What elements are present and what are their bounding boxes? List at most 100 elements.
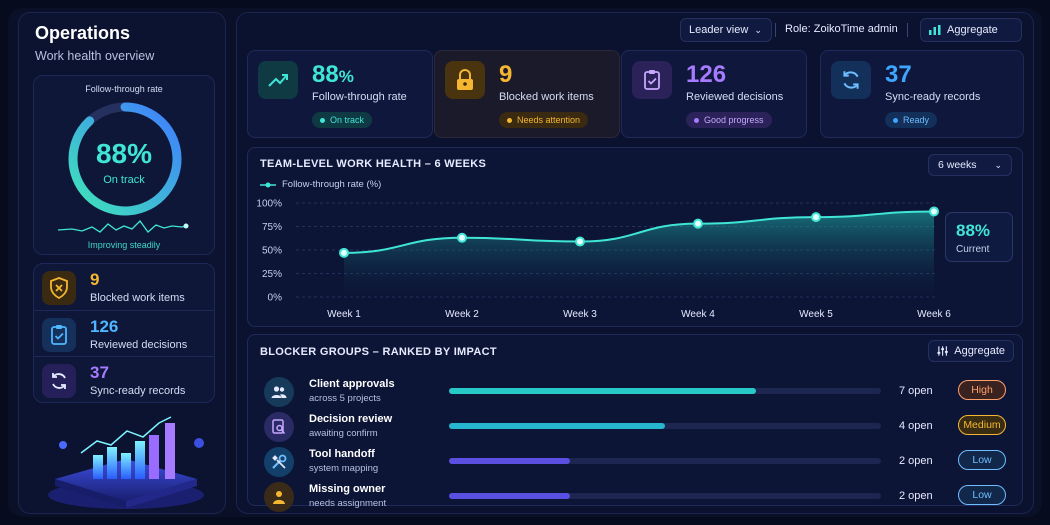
kpi-label: Blocked work items (499, 91, 594, 103)
current-value: 88% (956, 221, 991, 240)
mini-stat-blocked[interactable]: 9 Blocked work items (34, 264, 214, 310)
data-point (575, 236, 585, 247)
chevron-down-icon: ⌄ (994, 159, 1002, 170)
blockers-aggregate-label: Aggregate (954, 345, 1005, 357)
blocker-row[interactable]: Client approvals across 5 projects 7 open H… (248, 375, 1022, 409)
series-area (344, 211, 934, 297)
kpi-card-follow-through[interactable]: 88% Follow-through rate On track (247, 50, 433, 138)
blocker-progress-fill (449, 458, 570, 464)
gauge-status: On track (103, 174, 145, 186)
blocker-name: Missing owner (309, 483, 386, 495)
shield-x-icon (42, 271, 76, 305)
status-badge: Good progress (686, 112, 772, 128)
mini-stat-sync[interactable]: 37 Sync-ready records (34, 356, 214, 402)
sync-icon (42, 364, 76, 398)
y-tick-label: 100% (256, 199, 282, 210)
kpi-value: 126 (686, 61, 727, 88)
kpi-card-reviewed[interactable]: 126 Reviewed decisions Good progress (621, 50, 807, 138)
status-badge: Ready (885, 112, 938, 128)
blockers-aggregate-button[interactable]: Aggregate (928, 340, 1014, 362)
kpi-value: 37 (885, 61, 912, 88)
aggregate-button-label: Aggregate (947, 24, 998, 36)
mini-stat-reviewed[interactable]: 126 Reviewed decisions (34, 310, 214, 356)
clipboard-check-icon (42, 318, 76, 352)
main-panel: Leader view ⌄ Role: ZoikoTime admin Aggr… (236, 12, 1034, 514)
kpi-label: Sync-ready records (885, 91, 981, 103)
blocker-open-count: 4 open (899, 420, 933, 432)
gauge-progress-arc (68, 102, 182, 216)
sliders-icon (937, 346, 948, 356)
blocker-detail: awaiting confirm (309, 428, 378, 439)
sidebar: Operations Work health overview Follow-t… (18, 12, 226, 514)
clipboard-check-icon (632, 61, 672, 99)
data-point (339, 247, 349, 258)
analytics-illustration (48, 416, 204, 509)
blocker-progress-track (449, 388, 881, 394)
current-label: Current (956, 244, 990, 255)
mini-stat-value: 37 (90, 363, 109, 382)
blocker-row[interactable]: Missing owner needs assignment 2 open Low (248, 480, 1022, 514)
y-tick-label: 75% (262, 222, 282, 233)
blocker-row[interactable]: Tool handoff system mapping 2 open Low (248, 445, 1022, 479)
blocker-detail: across 5 projects (309, 393, 381, 404)
divider (907, 23, 908, 37)
mini-stat-label: Blocked work items (90, 292, 185, 304)
blocker-groups-card: BLOCKER GROUPS – RANKED BY IMPACT Aggreg… (247, 334, 1023, 512)
blocker-name: Decision review (309, 413, 393, 425)
lock-icon (445, 61, 485, 99)
blockers-title: BLOCKER GROUPS – RANKED BY IMPACT (260, 346, 497, 358)
tools-icon (264, 447, 294, 477)
blocker-name: Tool handoff (309, 448, 375, 460)
y-tick-label: 50% (262, 246, 282, 257)
blocker-detail: system mapping (309, 463, 379, 474)
blocker-progress-fill (449, 423, 665, 429)
doc-search-icon (264, 412, 294, 442)
blocker-row[interactable]: Decision review awaiting confirm 4 open Med… (248, 410, 1022, 444)
aggregate-button[interactable]: Aggregate (920, 18, 1022, 42)
sync-icon (831, 61, 871, 99)
blocker-progress-track (449, 458, 881, 464)
data-point (693, 218, 703, 229)
trend-chart-card: TEAM-LEVEL WORK HEALTH – 6 WEEKS Follow-… (247, 147, 1023, 327)
chevron-down-icon: ⌄ (754, 24, 762, 35)
priority-badge: Low (958, 450, 1006, 470)
current-value-box: 88% Current (945, 212, 1013, 262)
data-point (457, 232, 467, 243)
chart-title: TEAM-LEVEL WORK HEALTH – 6 WEEKS (260, 158, 487, 170)
x-tick-label: Week 1 (327, 309, 361, 320)
blocker-progress-track (449, 493, 881, 499)
blocker-open-count: 2 open (899, 490, 933, 502)
x-tick-label: Week 3 (563, 309, 597, 320)
kpi-value: 88% (312, 61, 354, 88)
kpi-card-blocked[interactable]: 9 Blocked work items Needs attention (434, 50, 620, 138)
legend-label: Follow-through rate (%) (282, 179, 382, 190)
trend-chart: 0% 25% 50% 75% 100% Week 1 Week 2 Week 3 Week 4 W… (256, 199, 951, 321)
page-title: Operations (35, 23, 131, 43)
gauge-title: Follow-through rate (85, 84, 163, 94)
trend-up-icon (258, 61, 298, 99)
mini-stat-label: Sync-ready records (90, 385, 186, 397)
blocker-progress-fill (449, 493, 570, 499)
view-select[interactable]: Leader view ⌄ (680, 18, 772, 42)
view-select-label: Leader view (689, 24, 749, 36)
y-tick-label: 0% (268, 293, 283, 304)
page-subtitle: Work health overview (35, 49, 155, 63)
blocker-detail: needs assignment (309, 498, 387, 509)
gauge-footer: Improving steadily (87, 240, 161, 250)
data-point (929, 206, 939, 217)
gauge-ring (68, 102, 182, 216)
mini-stat-list: 9 Blocked work items 126 Reviewed decisi… (33, 263, 215, 403)
range-select[interactable]: 6 weeks ⌄ (928, 154, 1012, 176)
mini-stat-value: 9 (90, 270, 100, 289)
users-icon (264, 377, 294, 407)
status-badge: Needs attention (499, 112, 589, 128)
chart-legend: Follow-through rate (%) (260, 179, 381, 190)
bar-chart-icon (929, 25, 941, 35)
priority-badge: High (958, 380, 1006, 400)
series-line (343, 210, 935, 254)
sparkline (58, 220, 189, 233)
blocker-name: Client approvals (309, 378, 395, 390)
kpi-card-sync[interactable]: 37 Sync-ready records Ready (820, 50, 1024, 138)
blocker-open-count: 7 open (899, 385, 933, 397)
role-label: Role: ZoikoTime admin (785, 23, 898, 35)
